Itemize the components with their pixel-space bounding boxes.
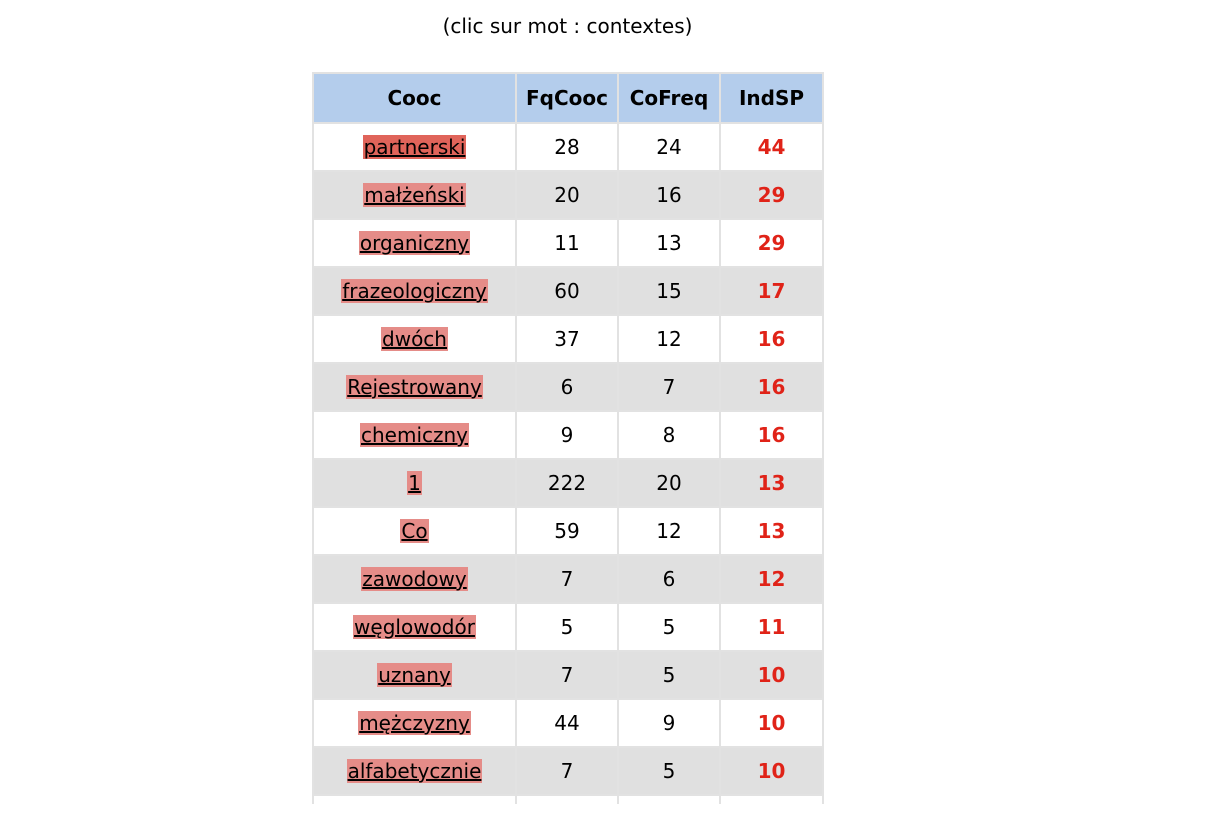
cofreq-cell: 13 (619, 220, 721, 268)
cofreq-cell: 5 (619, 652, 721, 700)
table-row: uznany 7 5 10 (312, 652, 824, 700)
caption: (clic sur mot : contextes) (442, 14, 693, 38)
fqcooc-cell: 59 (517, 508, 619, 556)
fqcooc-cell: 222 (517, 460, 619, 508)
fqcooc-cell: 11 (517, 220, 619, 268)
cofreq-cell: 6 (619, 556, 721, 604)
table-row: Rejestrowany 6 7 16 (312, 364, 824, 412)
cofreq-cell: 20 (619, 460, 721, 508)
cooc-cell: chemiczny (312, 412, 517, 460)
cooc-word-link[interactable]: Rejestrowany (346, 375, 483, 399)
table-row: alfabetycznie 7 5 10 (312, 748, 824, 796)
indsp-cell: 44 (721, 124, 824, 172)
indsp-cell: 10 (721, 652, 824, 700)
cooc-cell: 1 (312, 460, 517, 508)
fqcooc-cell: 7 (517, 556, 619, 604)
table-row: organiczny 11 13 29 (312, 220, 824, 268)
cofreq-cell: 15 (619, 268, 721, 316)
table-row: węglowodór 5 5 11 (312, 604, 824, 652)
indsp-cell: 13 (721, 508, 824, 556)
column-header-indsp: IndSP (721, 72, 824, 124)
cooccurrence-table-container: Cooc FqCooc CoFreq IndSP partnerski 28 2… (312, 72, 824, 804)
cooc-word-link[interactable]: węglowodór (353, 615, 476, 639)
table-row: 1 222 20 13 (312, 460, 824, 508)
cooc-cell: dwóch (312, 316, 517, 364)
indsp-cell: 12 (721, 556, 824, 604)
fqcooc-cell: 6 (517, 364, 619, 412)
fqcooc-cell: 20 (517, 172, 619, 220)
table-row: mężczyzny 44 9 10 (312, 700, 824, 748)
fqcooc-cell: 37 (517, 316, 619, 364)
cooc-word-link[interactable]: Co (400, 519, 429, 543)
fqcooc-cell: 28 (517, 124, 619, 172)
cofreq-cell: 7 (619, 364, 721, 412)
cooc-cell: małżeński (312, 172, 517, 220)
table-row: dwóch 37 12 16 (312, 316, 824, 364)
indsp-cell (721, 796, 824, 804)
cooc-cell: alfabetycznie (312, 748, 517, 796)
cooc-cell: Rejestrowany (312, 364, 517, 412)
cooc-word-link[interactable]: zawodowy (361, 567, 468, 591)
table-header-row: Cooc FqCooc CoFreq IndSP (312, 72, 824, 124)
table-body: partnerski 28 24 44 małżeński 20 16 29 o… (312, 124, 824, 804)
table-row: zawodowy 7 6 12 (312, 556, 824, 604)
cooc-word-link[interactable]: frazeologiczny (341, 279, 488, 303)
cooc-word-link[interactable]: mężczyzny (358, 711, 471, 735)
cooc-cell: frazeologiczny (312, 268, 517, 316)
cooc-cell: uznany (312, 652, 517, 700)
indsp-cell: 11 (721, 604, 824, 652)
table-row: frazeologiczny 60 15 17 (312, 268, 824, 316)
cofreq-cell: 5 (619, 748, 721, 796)
cooc-word-link[interactable]: organiczny (358, 231, 471, 255)
cooc-cell (312, 796, 517, 804)
cooc-cell: partnerski (312, 124, 517, 172)
indsp-cell: 16 (721, 412, 824, 460)
cooc-word-link[interactable]: alfabetycznie (346, 759, 483, 783)
cofreq-cell: 12 (619, 316, 721, 364)
cooc-word-link[interactable]: 1 (407, 471, 422, 495)
fqcooc-cell: 7 (517, 748, 619, 796)
fqcooc-cell: 7 (517, 652, 619, 700)
cooc-cell: organiczny (312, 220, 517, 268)
fqcooc-cell: 60 (517, 268, 619, 316)
indsp-cell: 10 (721, 700, 824, 748)
column-header-cooc: Cooc (312, 72, 517, 124)
fqcooc-cell: 5 (517, 604, 619, 652)
cooc-cell: mężczyzny (312, 700, 517, 748)
cofreq-cell: 5 (619, 604, 721, 652)
cooc-word-link[interactable]: dwóch (381, 327, 448, 351)
cooc-cell: zawodowy (312, 556, 517, 604)
cooc-cell: Co (312, 508, 517, 556)
indsp-cell: 29 (721, 220, 824, 268)
indsp-cell: 16 (721, 316, 824, 364)
indsp-cell: 16 (721, 364, 824, 412)
cofreq-cell: 16 (619, 172, 721, 220)
cofreq-cell: 12 (619, 508, 721, 556)
cooc-word-link[interactable]: chemiczny (359, 423, 470, 447)
cooc-word-link[interactable]: małżeński (363, 183, 466, 207)
cooccurrence-table: Cooc FqCooc CoFreq IndSP partnerski 28 2… (312, 72, 824, 804)
table-row-partial (312, 796, 824, 804)
table-row: Co 59 12 13 (312, 508, 824, 556)
cooc-word-link[interactable]: partnerski (362, 135, 467, 159)
cofreq-cell: 9 (619, 700, 721, 748)
cooc-word-link[interactable]: uznany (377, 663, 452, 687)
indsp-cell: 13 (721, 460, 824, 508)
fqcooc-cell: 9 (517, 412, 619, 460)
cofreq-cell: 24 (619, 124, 721, 172)
table-row: chemiczny 9 8 16 (312, 412, 824, 460)
cofreq-cell (619, 796, 721, 804)
fqcooc-cell (517, 796, 619, 804)
indsp-cell: 17 (721, 268, 824, 316)
table-row: małżeński 20 16 29 (312, 172, 824, 220)
table-row: partnerski 28 24 44 (312, 124, 824, 172)
column-header-fqcooc: FqCooc (517, 72, 619, 124)
fqcooc-cell: 44 (517, 700, 619, 748)
indsp-cell: 29 (721, 172, 824, 220)
cofreq-cell: 8 (619, 412, 721, 460)
cooc-cell: węglowodór (312, 604, 517, 652)
column-header-cofreq: CoFreq (619, 72, 721, 124)
indsp-cell: 10 (721, 748, 824, 796)
